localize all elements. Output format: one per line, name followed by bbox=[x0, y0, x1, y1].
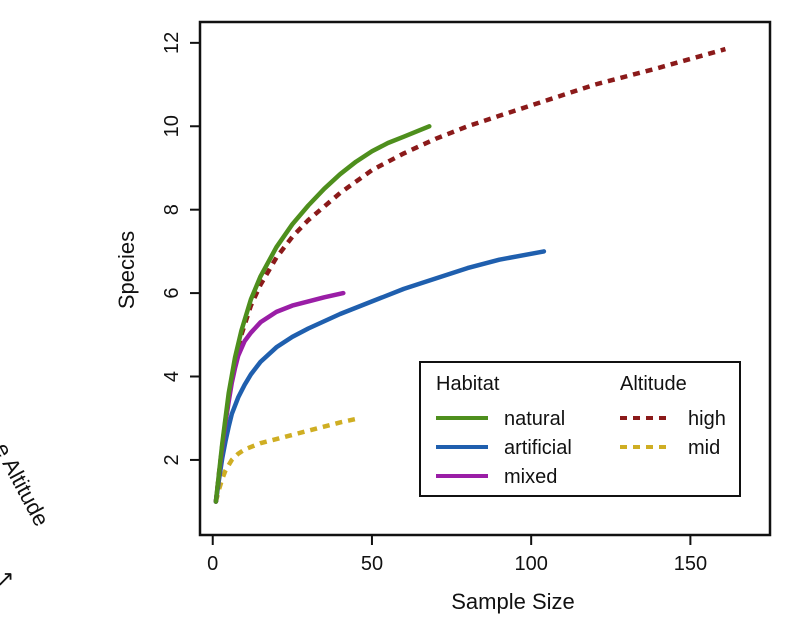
y-tick-label-6: 6 bbox=[161, 288, 183, 299]
fragment-arrow-icon: ↗ bbox=[0, 566, 14, 591]
legend-label-natural: natural bbox=[504, 408, 565, 430]
x-tick-label-150: 150 bbox=[674, 553, 707, 575]
y-tick-label-8: 8 bbox=[161, 204, 183, 215]
series-line-mid bbox=[213, 416, 360, 503]
legend-box bbox=[419, 361, 741, 497]
legend-title-altitude: Altitude bbox=[620, 373, 687, 395]
y-axis: 2 4 6 8 10 12 bbox=[161, 32, 200, 465]
y-axis-title: Species bbox=[114, 231, 139, 309]
x-tick-label-0: 0 bbox=[207, 553, 218, 575]
y-tick-label-4: 4 bbox=[161, 371, 183, 382]
x-axis-title: Sample Size bbox=[451, 589, 575, 614]
plot-frame bbox=[198, 20, 772, 537]
series-line-mixed bbox=[213, 290, 346, 504]
legend-label-mid: mid bbox=[688, 437, 720, 459]
fragment-label-m: m bbox=[0, 468, 8, 496]
series-line-natural bbox=[213, 124, 432, 504]
x-axis: 0 50 100 150 bbox=[207, 535, 707, 575]
x-tick-label-100: 100 bbox=[514, 553, 547, 575]
y-tick-label-2: 2 bbox=[161, 454, 183, 465]
x-tick-label-50: 50 bbox=[361, 553, 383, 575]
legend-label-artificial: artificial bbox=[504, 437, 572, 459]
legend-title-habitat: Habitat bbox=[436, 373, 500, 395]
legend-label-high: high bbox=[688, 408, 726, 430]
legend-label-mixed: mixed bbox=[504, 466, 557, 488]
series-line-artificial bbox=[213, 249, 547, 504]
fragment-label-altitude: e Altitude bbox=[0, 439, 54, 531]
y-tick-label-10: 10 bbox=[161, 115, 183, 137]
neighbor-panel-fragment: e Altitude m bbox=[0, 439, 54, 531]
legend: Habitat Altitude natural artificial mixe… bbox=[419, 361, 741, 497]
series-layer bbox=[213, 46, 727, 504]
y-tick-label-12: 12 bbox=[161, 32, 183, 54]
